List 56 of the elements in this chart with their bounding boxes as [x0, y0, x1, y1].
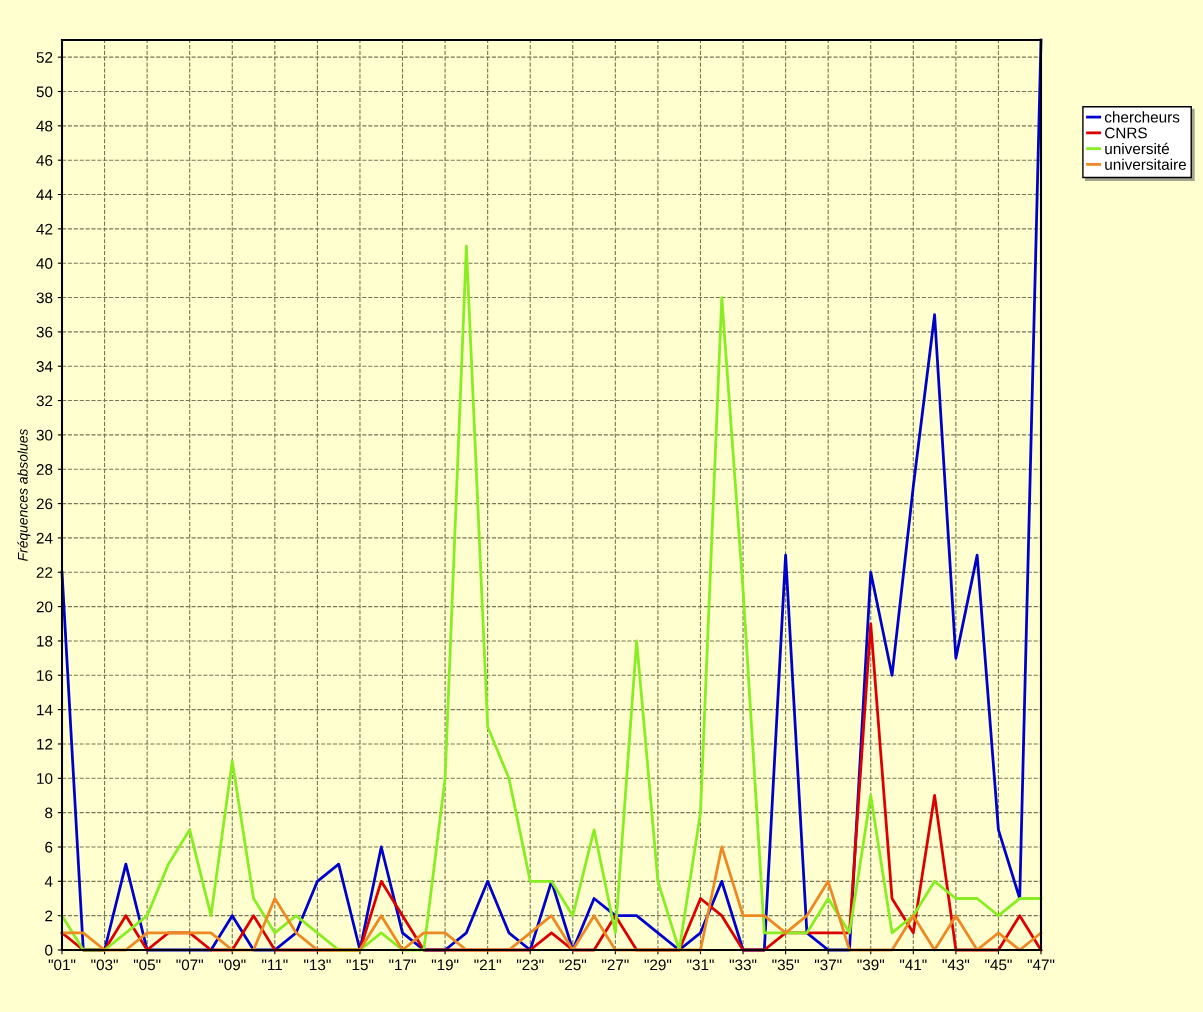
y-tick-label: 18: [37, 635, 53, 647]
y-tick-label: 40: [36, 258, 53, 269]
y-tick-label: 38: [36, 292, 53, 304]
y-tick-label: 50: [36, 86, 53, 98]
x-tick-label: "03": [91, 959, 118, 971]
legend-label: universitaire: [1105, 158, 1186, 170]
x-tick-label: "33": [729, 959, 757, 971]
y-tick-label: 34: [36, 361, 53, 372]
x-tick-label: "01": [48, 959, 76, 971]
y-tick-label: 16: [37, 670, 53, 681]
y-tick-label: 14: [37, 704, 53, 716]
y-tick-label: 12: [37, 738, 53, 750]
x-tick-label: "47": [1027, 959, 1055, 971]
x-tick-label: "21": [474, 959, 501, 971]
x-tick-label: "45": [985, 959, 1012, 971]
x-tick-label: "07": [176, 959, 203, 971]
x-tick-label: "39": [857, 959, 885, 971]
y-tick-label: 42: [36, 223, 53, 235]
x-tick-label: "23": [516, 959, 544, 971]
x-tick-label: "17": [389, 959, 416, 971]
y-tick-label: 20: [36, 601, 53, 613]
x-tick-label: "19": [431, 959, 459, 971]
legend-label: CNRS: [1105, 127, 1147, 139]
y-axis-title: Fréquences absolues: [17, 428, 31, 561]
y-tick-label: 2: [45, 910, 53, 922]
y-tick-label: 6: [45, 841, 53, 853]
x-tick-label: "41": [900, 959, 927, 971]
x-tick-label: "29": [644, 959, 672, 971]
y-tick-label: 0: [45, 944, 53, 956]
legend-label: chercheurs: [1104, 111, 1180, 123]
x-tick-label: "09": [218, 959, 246, 971]
x-tick-label: "15": [346, 959, 374, 971]
y-tick-label: 52: [36, 52, 53, 63]
y-tick-label: 36: [36, 326, 53, 338]
x-tick-label: "25": [559, 959, 587, 971]
y-tick-label: 30: [36, 429, 53, 441]
legend-label: université: [1105, 142, 1169, 155]
x-tick-label: "11": [262, 959, 288, 971]
x-tick-label: "05": [133, 959, 161, 971]
y-tick-label: 26: [36, 498, 53, 510]
x-tick-label: "43": [942, 959, 970, 971]
x-tick-label: "13": [304, 959, 331, 971]
y-tick-label: 44: [36, 189, 53, 201]
y-tick-label: 8: [45, 807, 53, 819]
y-tick-label: 28: [36, 464, 53, 475]
y-tick-label: 24: [36, 532, 53, 544]
y-tick-label: 10: [37, 773, 53, 784]
y-tick-label: 4: [44, 876, 53, 887]
x-tick-label: "27": [602, 959, 629, 971]
y-tick-label: 22: [36, 567, 53, 578]
x-tick-label: "37": [814, 959, 842, 971]
y-tick-label: 46: [36, 155, 53, 166]
x-tick-label: "31": [687, 959, 714, 971]
x-tick-label: "35": [772, 959, 799, 971]
y-tick-label: 32: [36, 395, 53, 407]
y-tick-label: 48: [36, 120, 53, 132]
